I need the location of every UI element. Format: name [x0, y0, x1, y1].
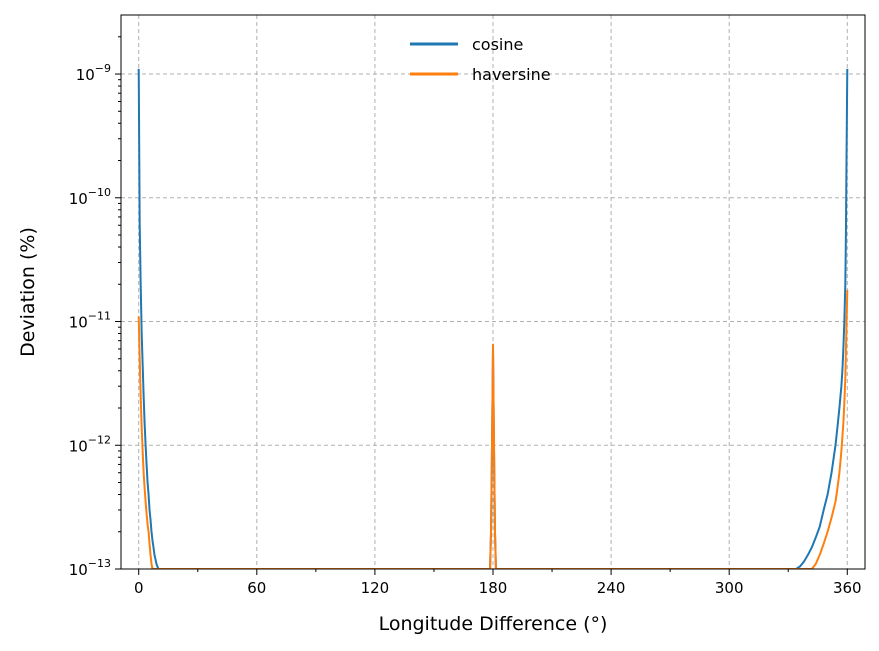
x-tick-label: 240	[597, 579, 626, 597]
x-axis: 0 60 120 180 240 300 360	[134, 569, 862, 597]
y-tick-exponent: −9	[95, 62, 111, 75]
x-tick-label: 360	[833, 579, 862, 597]
x-tick-label: 180	[479, 579, 508, 597]
y-tick-label: 10−9	[76, 62, 111, 84]
x-axis-label: Longitude Difference (°)	[379, 613, 608, 635]
x-tick-label: 300	[715, 579, 744, 597]
y-tick-base: 10	[76, 66, 95, 84]
x-tick-label: 120	[361, 579, 390, 597]
x-tick-label: 0	[134, 579, 144, 597]
y-tick-exponent: −13	[88, 557, 111, 570]
y-axis-label: Deviation (%)	[17, 227, 39, 357]
series-line-haversine	[137, 289, 849, 569]
y-tick-base: 10	[69, 190, 88, 208]
y-tick-label: 10−13	[69, 557, 111, 579]
x-tick-label: 60	[247, 579, 266, 597]
y-tick-base: 10	[69, 561, 88, 579]
y-tick-label: 10−12	[69, 433, 111, 455]
y-tick-label: 10−10	[69, 186, 111, 208]
legend: cosine haversine	[410, 35, 551, 84]
y-tick-label: 10−11	[69, 310, 111, 332]
y-tick-exponent: −10	[88, 186, 111, 199]
y-tick-exponent: −12	[88, 433, 111, 446]
y-tick-exponent: −11	[88, 310, 111, 323]
y-tick-base: 10	[69, 437, 88, 455]
y-tick-base: 10	[69, 314, 88, 332]
series-layer	[137, 68, 849, 569]
legend-label-haversine: haversine	[472, 65, 551, 84]
legend-label-cosine: cosine	[472, 35, 523, 54]
